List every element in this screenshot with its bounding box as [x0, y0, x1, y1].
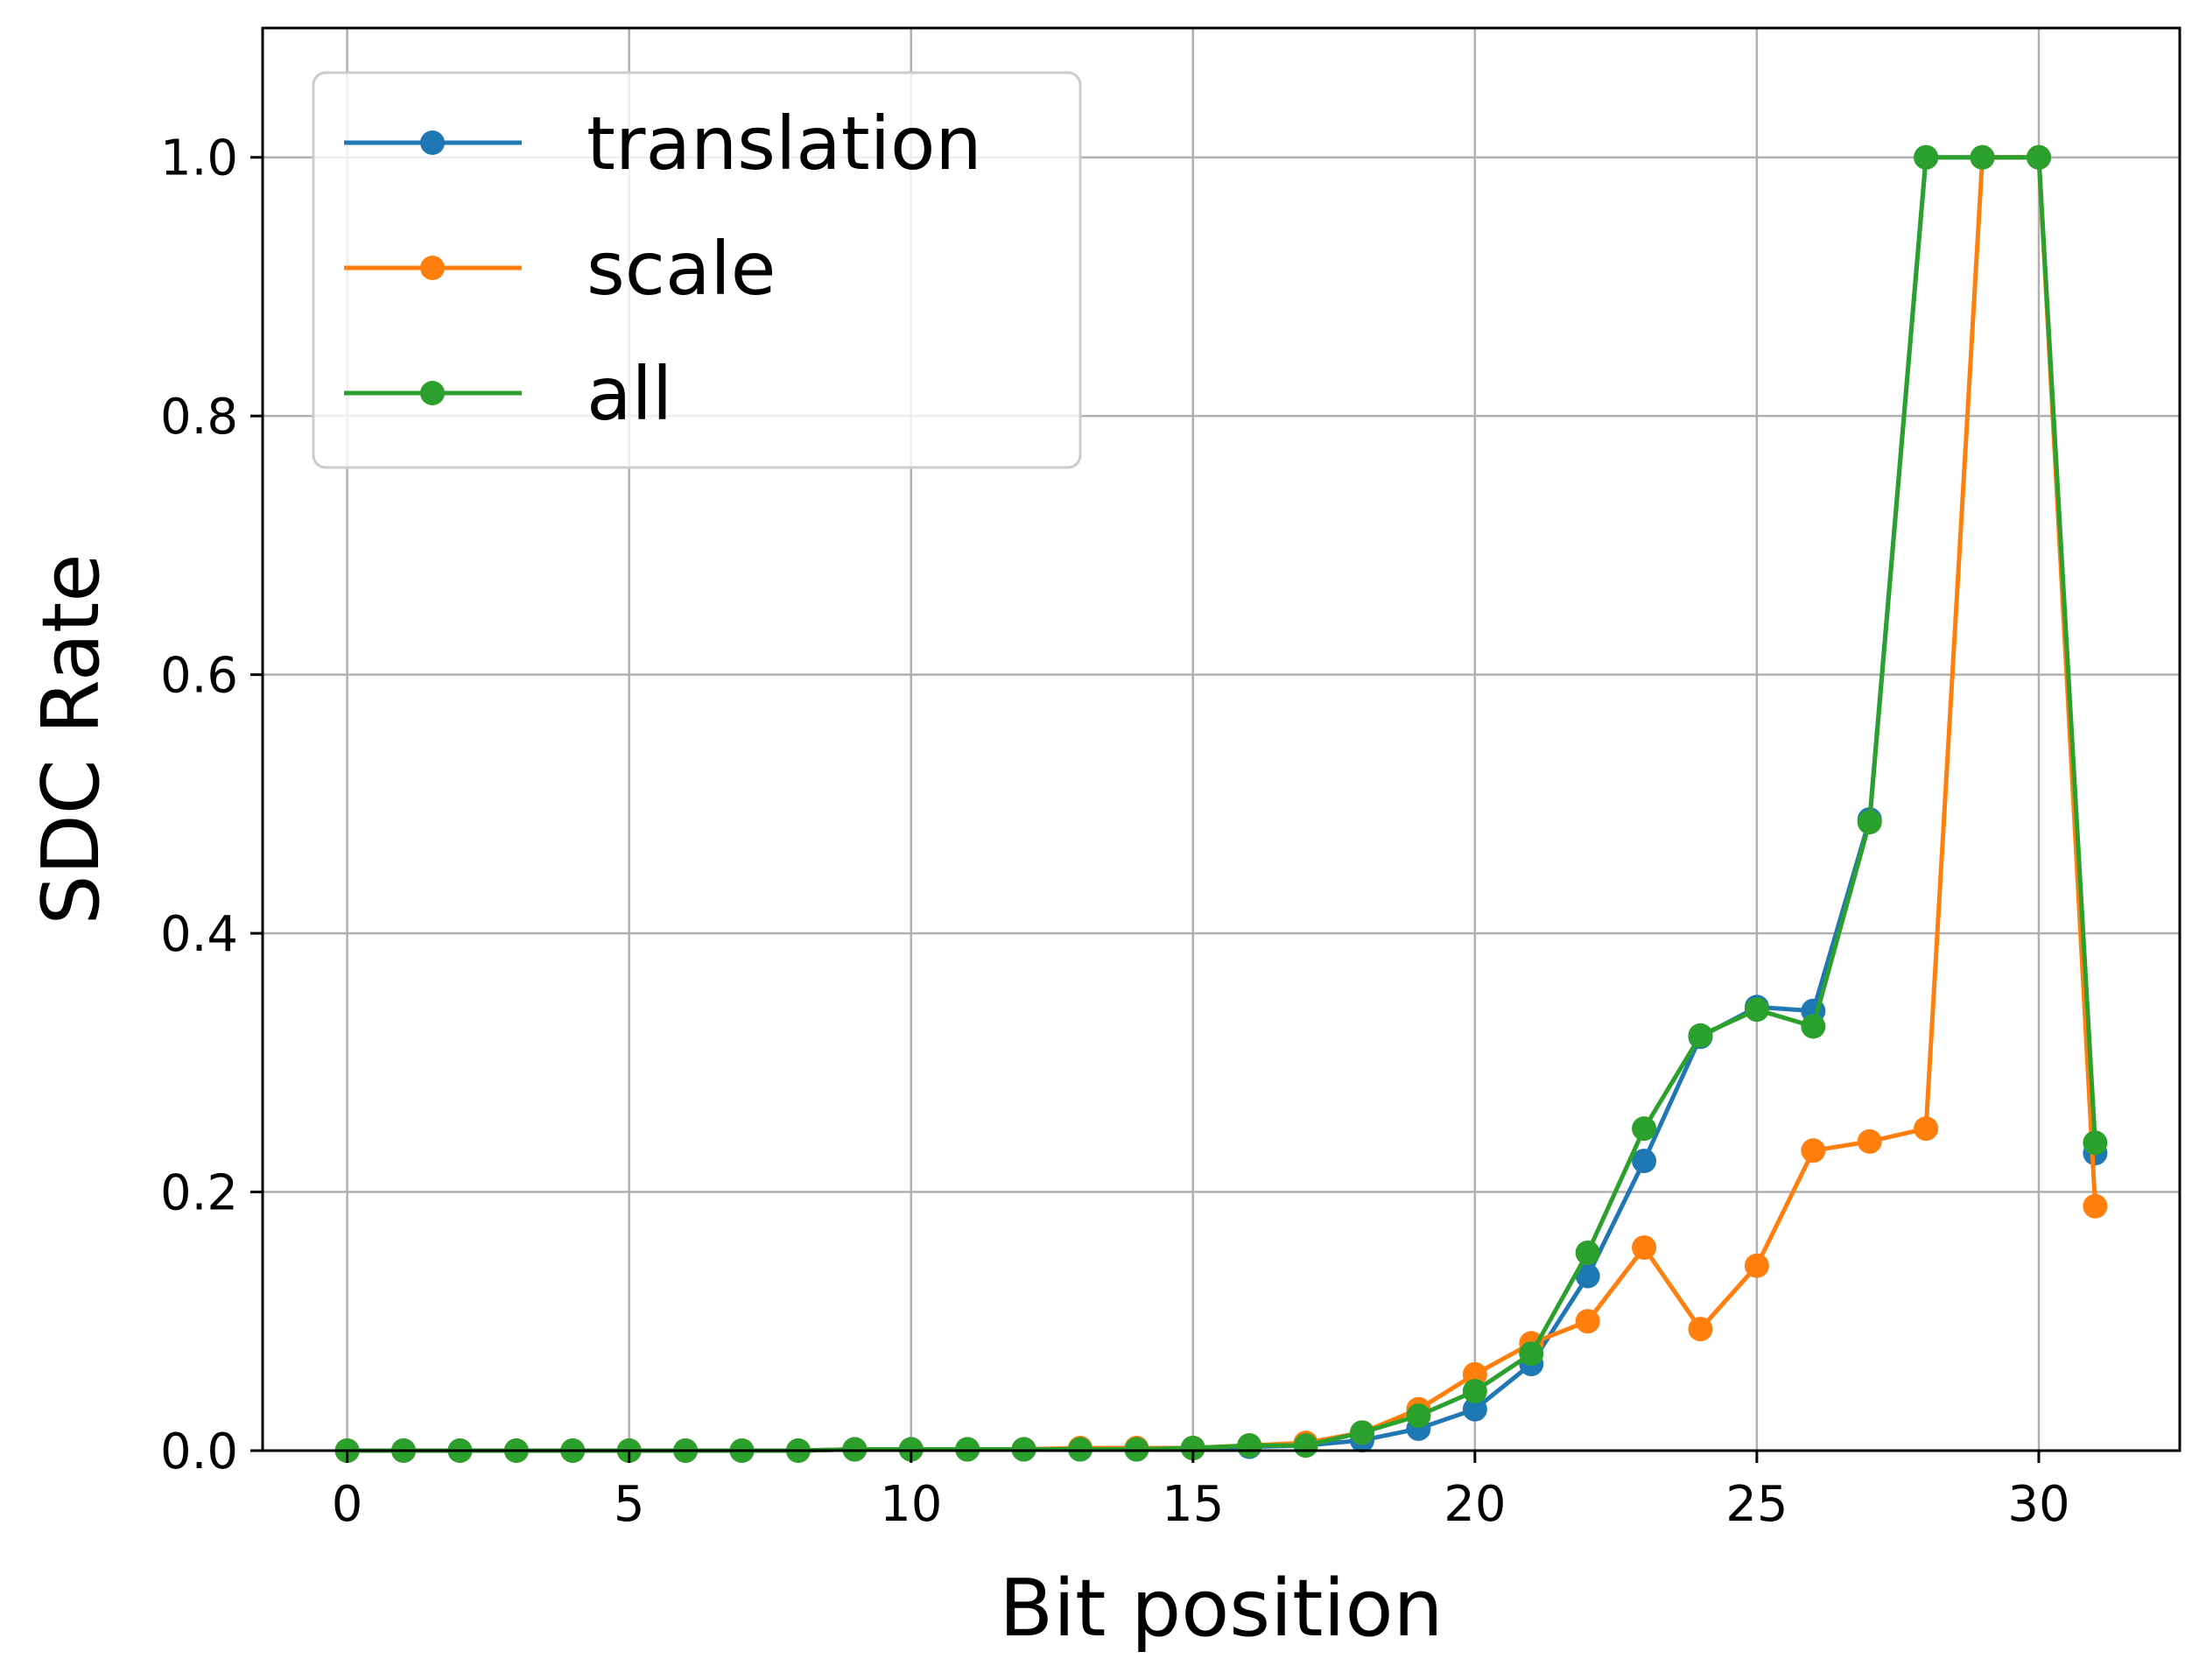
data-point-all — [1632, 1116, 1657, 1142]
y-tick-label: 0.2 — [160, 1165, 238, 1222]
x-tick-label: 25 — [1725, 1476, 1788, 1533]
data-point-scale — [2083, 1193, 2108, 1219]
x-tick-label: 5 — [614, 1476, 645, 1533]
series-group — [334, 144, 2108, 1463]
data-point-scale — [1801, 1138, 1826, 1163]
data-point-all — [1857, 810, 1882, 835]
data-point-scale — [1914, 1116, 1939, 1142]
x-tick-label: 30 — [2007, 1476, 2069, 1533]
y-axis-title: SDC Rate — [25, 553, 117, 924]
legend-item-translation: translation — [344, 101, 982, 186]
legend-label-scale: scale — [587, 226, 776, 312]
x-tick-label: 10 — [880, 1476, 942, 1533]
legend-item-scale: scale — [344, 226, 776, 312]
x-tick-label: 15 — [1162, 1476, 1224, 1533]
legend-box — [312, 71, 1082, 469]
data-point-all — [2083, 1130, 2108, 1156]
data-point-all — [1970, 144, 1995, 170]
data-point-all — [1914, 144, 1939, 170]
data-point-all — [1350, 1420, 1375, 1445]
y-tick-label: 0.8 — [160, 389, 238, 446]
data-point-all — [1688, 1023, 1713, 1048]
y-tick-label: 1.0 — [160, 130, 238, 187]
legend-item-all: all — [344, 351, 672, 437]
legend-marker-translation — [420, 130, 445, 155]
x-tick-label: 20 — [1444, 1476, 1506, 1533]
data-point-all — [1744, 997, 1769, 1023]
data-point-all — [1293, 1433, 1318, 1459]
y-tick-label: 0.0 — [160, 1423, 238, 1480]
y-tick-label: 0.4 — [160, 906, 238, 963]
legend: translation scale all — [312, 71, 1082, 469]
legend-marker-all — [420, 381, 445, 405]
legend-label-translation: translation — [587, 101, 982, 186]
data-point-scale — [1462, 1361, 1487, 1387]
ticks: 0 5 10 15 20 25 30 0.0 0.2 0.4 0.6 0.8 1.0 — [160, 130, 2070, 1533]
data-point-all — [1406, 1403, 1431, 1429]
data-point-scale — [1688, 1317, 1713, 1342]
data-point-all — [1237, 1433, 1262, 1459]
legend-label-all: all — [587, 351, 672, 437]
data-point-translation — [1632, 1149, 1657, 1174]
data-point-all — [1462, 1379, 1487, 1404]
plot-frame — [261, 26, 2181, 1452]
data-point-scale — [1744, 1253, 1769, 1278]
data-point-all — [1180, 1436, 1205, 1461]
x-axis-title: Bit position — [999, 1563, 1443, 1655]
data-point-all — [1801, 1014, 1826, 1039]
legend-marker-scale — [420, 256, 445, 280]
data-point-scale — [1857, 1128, 1882, 1154]
data-point-scale — [1575, 1309, 1600, 1334]
data-point-all — [1519, 1341, 1544, 1367]
data-point-scale — [1632, 1235, 1657, 1261]
y-tick-label: 0.6 — [160, 648, 238, 705]
data-point-all — [2026, 144, 2051, 170]
data-point-translation — [1462, 1396, 1487, 1422]
data-point-translation — [1575, 1263, 1600, 1289]
data-point-all — [1575, 1240, 1600, 1265]
x-tick-label: 0 — [332, 1476, 363, 1533]
